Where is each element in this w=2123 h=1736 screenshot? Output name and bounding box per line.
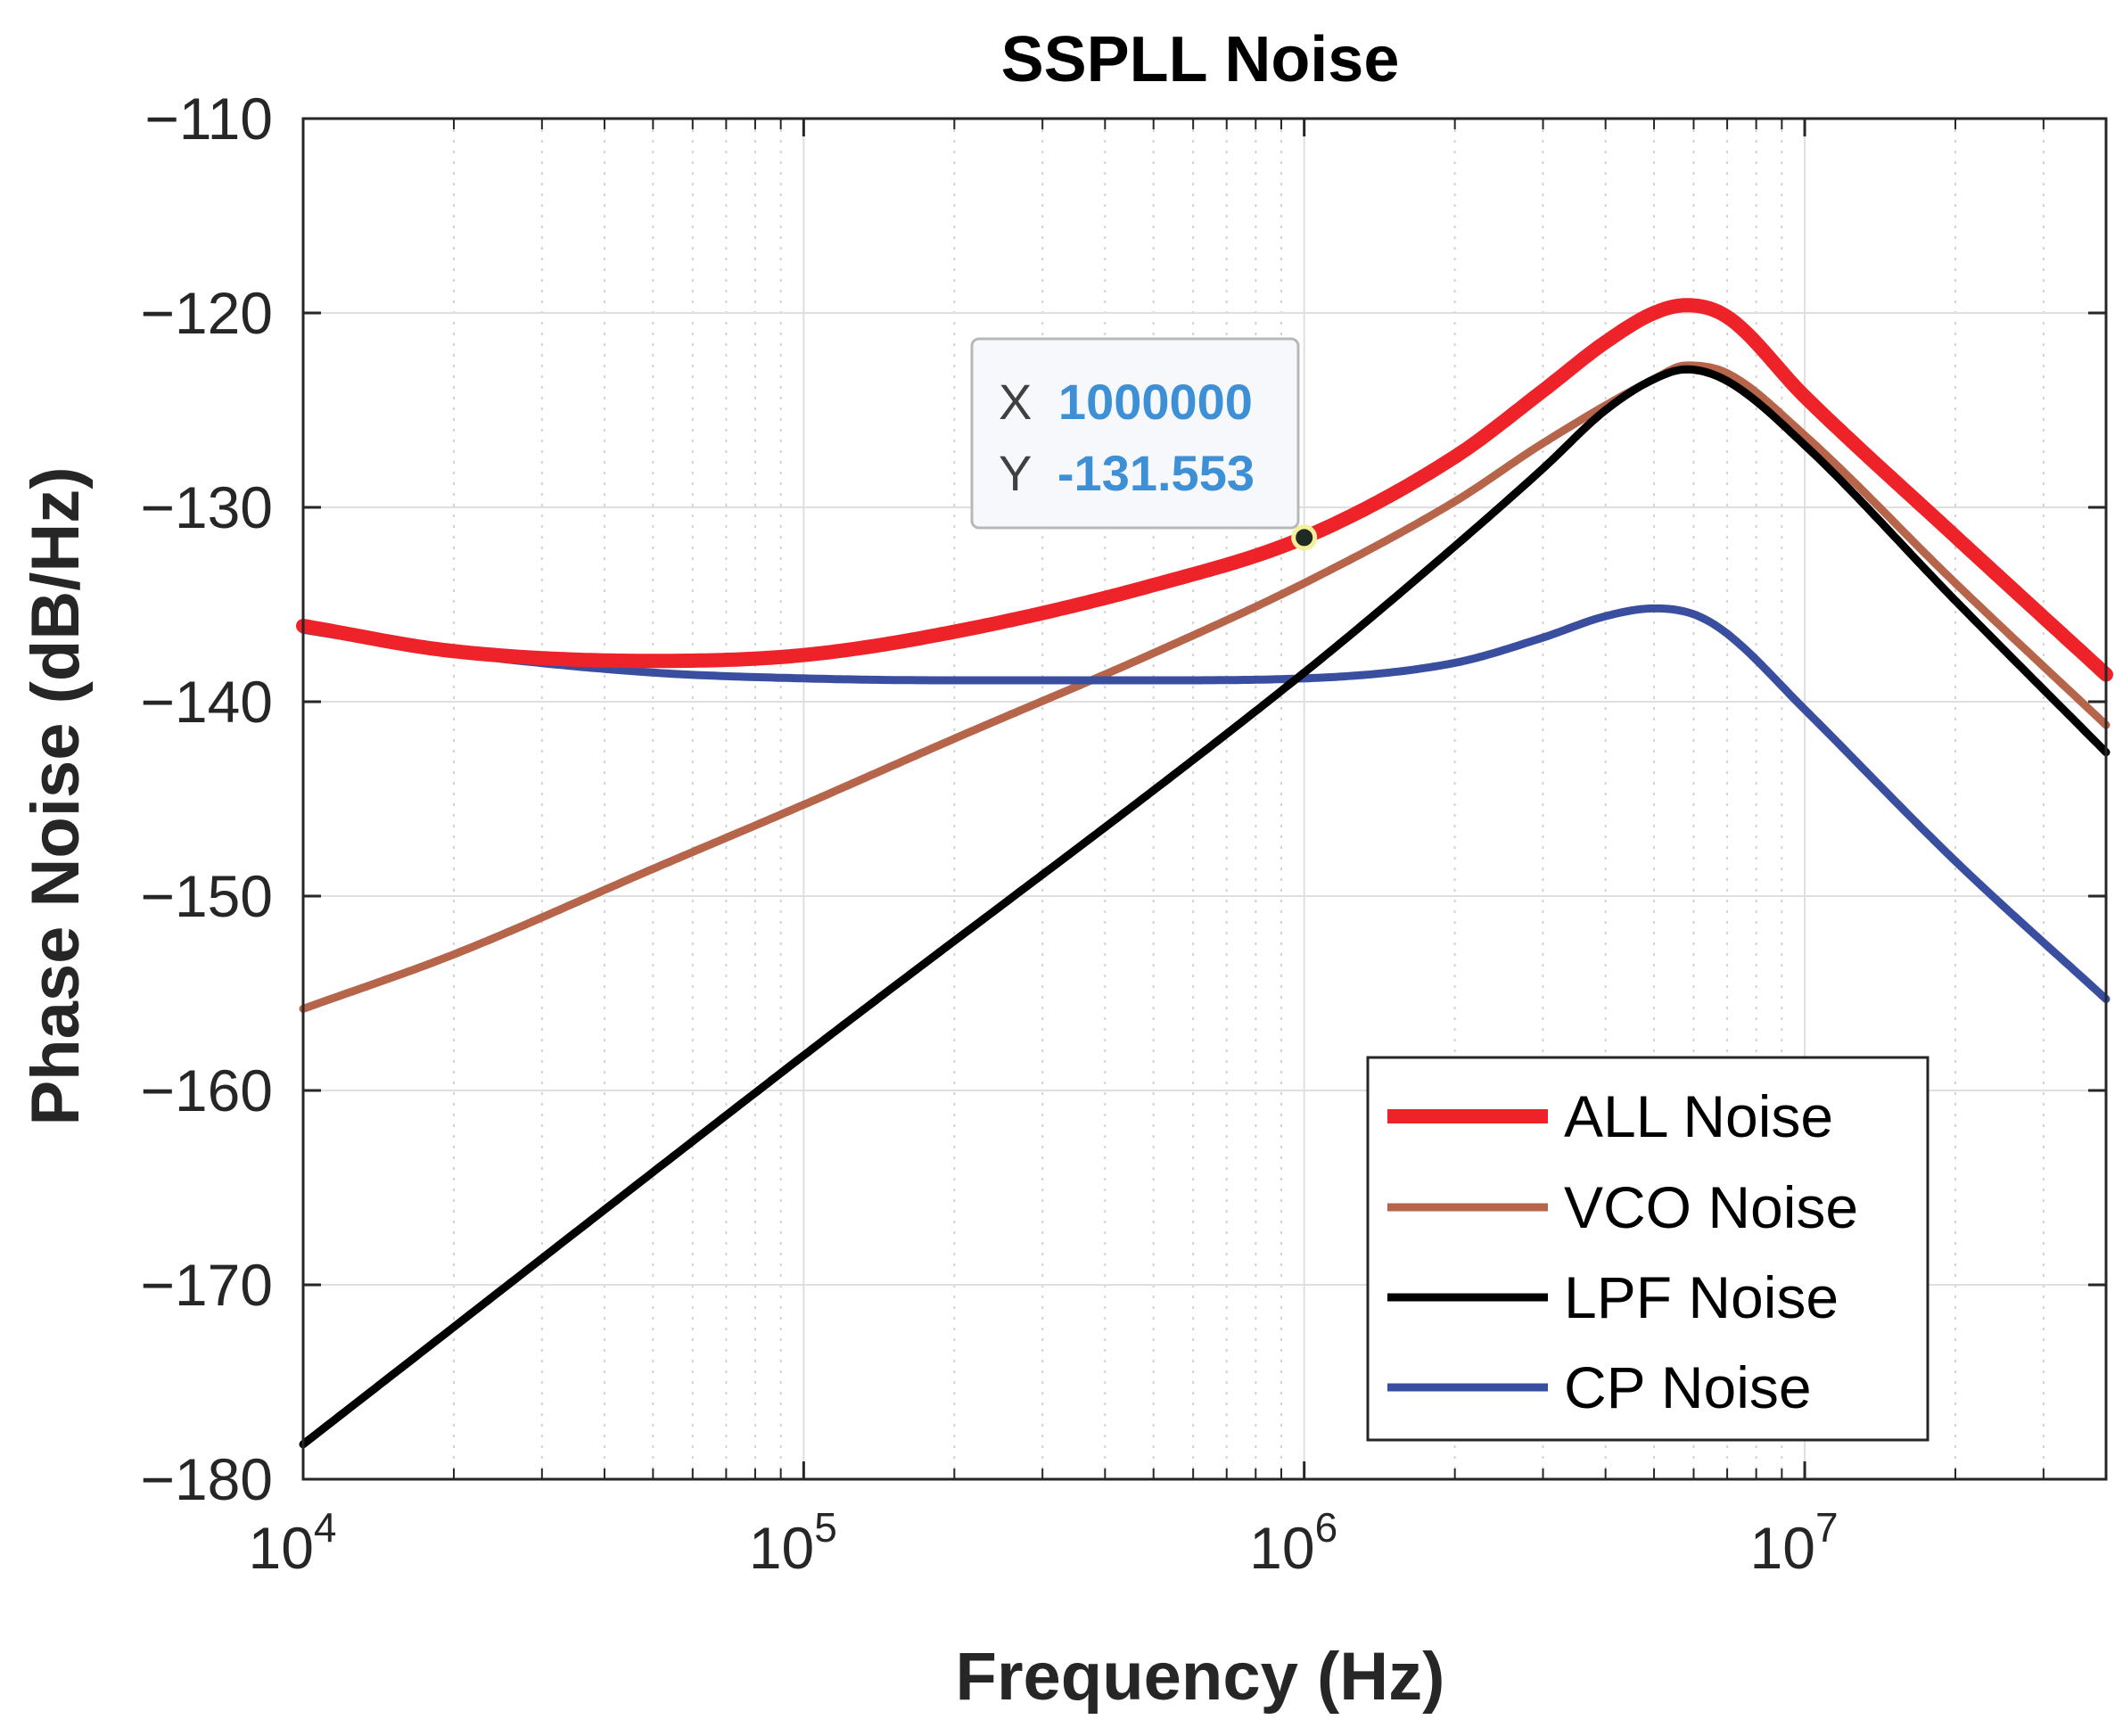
x-tick-label: 105: [749, 1504, 837, 1581]
y-tick-label: −120: [140, 280, 273, 346]
datatip-y-label: Y: [999, 445, 1032, 501]
legend-label-vco-noise: VCO Noise: [1564, 1174, 1858, 1240]
datatip-y-value: -131.553: [1057, 445, 1255, 501]
legend-box: [1366, 1056, 1930, 1442]
legend-label-cp-noise: CP Noise: [1564, 1354, 1812, 1420]
y-tick-label: −150: [140, 863, 273, 929]
y-tick-label: −140: [140, 669, 273, 735]
y-tick-label: −110: [144, 86, 273, 152]
datatip-x-row: X 1000000: [999, 374, 1253, 430]
y-tick-label: −130: [140, 474, 273, 540]
legend-label-all-noise: ALL Noise: [1564, 1083, 1833, 1149]
plot-series: [296, 298, 2113, 1449]
axis-ticks: 104 105 106 107 −110 −120 −130 −140 −150 −160 −170…: [140, 86, 2107, 1581]
datatip[interactable]: X 1000000 Y -131.553: [970, 337, 1318, 551]
legend: ALL Noise VCO Noise LPF Noise CP Noise: [1366, 1056, 1930, 1442]
legend-label-lpf-noise: LPF Noise: [1564, 1264, 1839, 1330]
x-tick-label: 106: [1249, 1504, 1337, 1581]
datatip-y-row: Y -131.553: [999, 445, 1255, 501]
datatip-x-label: X: [999, 374, 1032, 430]
datatip-x-value: 1000000: [1058, 374, 1253, 430]
y-tick-label: −180: [140, 1446, 273, 1512]
series-line-lpf-noise: [299, 365, 2111, 1449]
series-line-all-noise: [296, 298, 2113, 682]
datatip-marker[interactable]: [1291, 524, 1318, 551]
y-tick-label: −170: [140, 1252, 273, 1318]
plot-frame: [301, 117, 2108, 1481]
x-tick-label: 107: [1750, 1504, 1839, 1581]
x-axis-title: Frequency (Hz): [956, 1639, 1445, 1715]
y-axis-title: Phase Noise (dB/Hz): [18, 466, 94, 1125]
series-line-cp-noise: [299, 604, 2111, 1003]
x-tick-label: 104: [248, 1504, 336, 1581]
datatip-box: [970, 337, 1300, 530]
y-tick-label: −160: [140, 1057, 273, 1123]
series-line-vco-noise: [299, 361, 2111, 1013]
chart-title: SSPLL Noise: [1001, 24, 1400, 95]
